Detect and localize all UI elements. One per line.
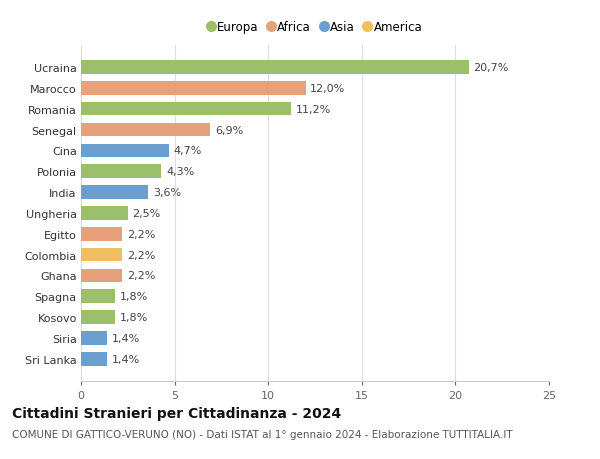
Text: 1,4%: 1,4% <box>112 354 140 364</box>
Text: 3,6%: 3,6% <box>153 188 181 198</box>
Bar <box>81 61 469 75</box>
Text: 2,5%: 2,5% <box>133 208 161 218</box>
Text: 2,2%: 2,2% <box>127 271 155 281</box>
Bar <box>81 352 107 366</box>
Text: 2,2%: 2,2% <box>127 250 155 260</box>
Bar <box>81 207 128 220</box>
Text: Cittadini Stranieri per Cittadinanza - 2024: Cittadini Stranieri per Cittadinanza - 2… <box>12 406 341 420</box>
Legend: Europa, Africa, Asia, America: Europa, Africa, Asia, America <box>205 18 425 36</box>
Text: COMUNE DI GATTICO-VERUNO (NO) - Dati ISTAT al 1° gennaio 2024 - Elaborazione TUT: COMUNE DI GATTICO-VERUNO (NO) - Dati IST… <box>12 429 512 439</box>
Bar <box>81 144 169 158</box>
Bar <box>81 165 161 179</box>
Text: 6,9%: 6,9% <box>215 125 243 135</box>
Text: 1,8%: 1,8% <box>119 291 148 302</box>
Text: 11,2%: 11,2% <box>295 105 331 114</box>
Text: 20,7%: 20,7% <box>473 63 509 73</box>
Text: 1,8%: 1,8% <box>119 313 148 322</box>
Bar <box>81 103 290 116</box>
Bar <box>81 186 148 199</box>
Text: 4,3%: 4,3% <box>166 167 194 177</box>
Bar <box>81 123 210 137</box>
Text: 4,7%: 4,7% <box>173 146 202 156</box>
Bar <box>81 269 122 283</box>
Text: 1,4%: 1,4% <box>112 333 140 343</box>
Bar <box>81 331 107 345</box>
Bar <box>81 311 115 324</box>
Bar <box>81 82 305 95</box>
Bar <box>81 248 122 262</box>
Bar <box>81 290 115 303</box>
Text: 12,0%: 12,0% <box>310 84 346 94</box>
Text: 2,2%: 2,2% <box>127 229 155 239</box>
Bar <box>81 228 122 241</box>
